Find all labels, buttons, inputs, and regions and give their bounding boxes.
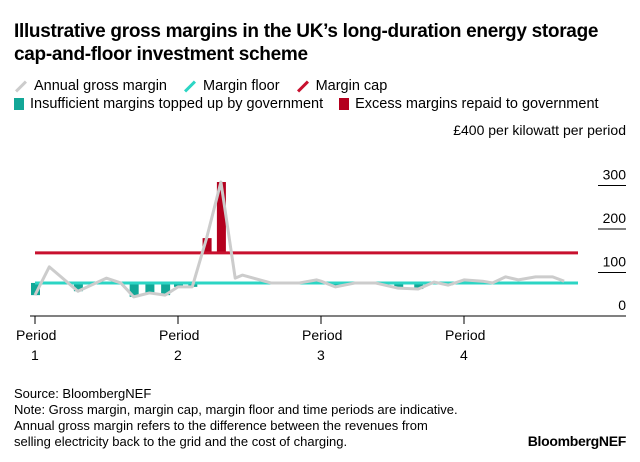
legend-label: Excess margins repaid to government	[355, 96, 599, 112]
legend-swatch	[14, 98, 24, 110]
topup-bar	[331, 282, 341, 287]
legend-label: Margin floor	[203, 78, 280, 94]
topup-bar	[414, 282, 424, 290]
legend-repaid: Excess margins repaid to government	[339, 96, 599, 112]
bloombergnef-logo: BloombergNEF	[527, 433, 627, 449]
topup-bar	[161, 282, 171, 296]
topup-bar	[394, 282, 404, 289]
x-tick-label: Period	[16, 327, 56, 343]
x-tick-sublabel: 4	[460, 347, 468, 363]
chart-title: Illustrative gross margins in the UK’s l…	[14, 21, 599, 65]
topup-bar	[129, 282, 139, 297]
excess-bar	[202, 238, 212, 253]
legend-label: Annual gross margin	[34, 78, 167, 94]
y-tick-label: 300	[603, 167, 627, 183]
x-tick-label: Period	[445, 327, 485, 343]
footer: Source: BloombergNEF Note: Gross margin,…	[14, 386, 458, 450]
legend-gross-margin: Annual gross margin	[14, 78, 167, 94]
note-text: Annual gross margin refers to the differ…	[14, 418, 428, 433]
note-text: Note: Gross margin, margin cap, margin f…	[14, 402, 458, 417]
plot-area: 0 100 200 300 Period 1 Period 2 Period 3 Period 4	[16, 167, 627, 364]
unit-label: £400 per kilowatt per period	[453, 122, 626, 138]
y-tick-label: 100	[603, 254, 627, 270]
topup-bar	[31, 282, 40, 296]
x-tick-sublabel: 3	[317, 347, 325, 363]
legend-margin-floor: Margin floor	[183, 78, 280, 94]
legend-topped-up: Insufficient margins topped up by govern…	[14, 96, 323, 112]
note-text: selling electricity back to the grid and…	[14, 434, 348, 449]
topup-bar	[145, 282, 155, 293]
gross-margin-line	[33, 180, 565, 299]
x-tick-label: Period	[302, 327, 342, 343]
x-tick-sublabel: 1	[31, 347, 39, 363]
legend-label: Insufficient margins topped up by govern…	[30, 96, 324, 112]
topup-bar	[174, 282, 183, 287]
legend-swatch	[339, 98, 350, 110]
y-tick-label: 0	[618, 297, 626, 313]
legend-row-1: Annual gross margin Margin floor Margin …	[14, 78, 387, 94]
legend-margin-cap: Margin cap	[296, 78, 388, 94]
legend-label: Margin cap	[315, 78, 388, 94]
topup-bar	[73, 282, 83, 292]
excess-bar	[216, 182, 226, 253]
x-tick-label: Period	[159, 327, 199, 343]
y-tick-label: 200	[603, 210, 627, 226]
legend-row-2: Insufficient margins topped up by govern…	[14, 96, 599, 112]
source-text: Source: BloombergNEF	[14, 386, 152, 401]
x-tick-sublabel: 2	[174, 347, 182, 363]
